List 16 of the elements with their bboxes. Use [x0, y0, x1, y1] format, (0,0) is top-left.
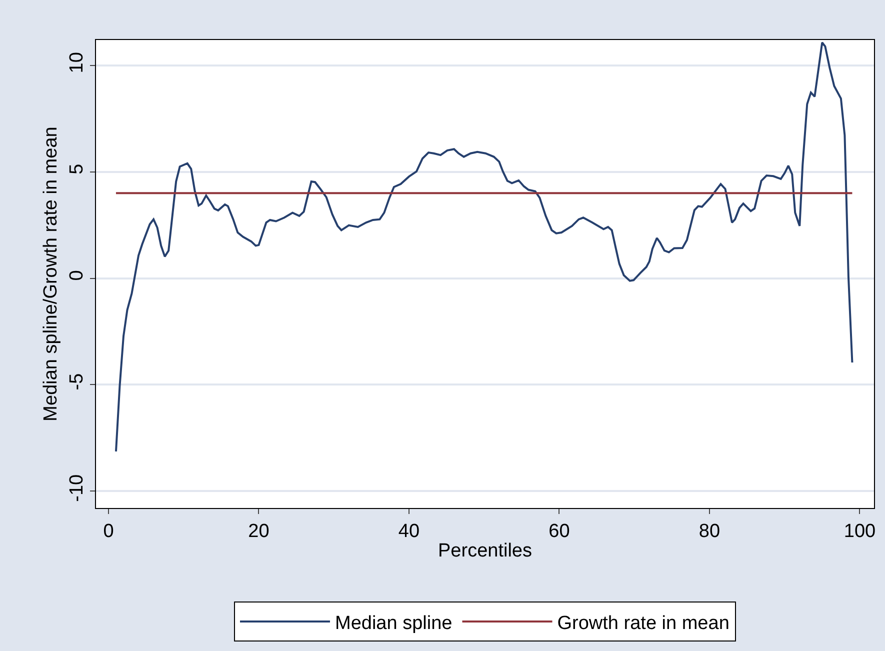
- x-tick-label: 80: [698, 520, 720, 542]
- x-axis-title: Percentiles: [438, 540, 532, 562]
- x-tick-label: 0: [103, 520, 114, 542]
- y-tick-label: 0: [66, 270, 88, 281]
- legend-label: Growth rate in mean: [557, 612, 730, 634]
- line-series: [114, 42, 854, 452]
- x-tick-label: 100: [844, 520, 876, 542]
- y-tick-label: 5: [66, 164, 88, 174]
- x-tick-label: 20: [248, 520, 270, 542]
- x-tick-label: 40: [398, 520, 420, 542]
- x-tick-label: 60: [548, 520, 570, 542]
- legend-label: Median spline: [335, 612, 452, 634]
- y-axis-title: Median spline/Growth rate in mean: [40, 126, 62, 422]
- y-tick-label: 10: [66, 52, 88, 74]
- y-tick-label: -10: [66, 474, 88, 502]
- y-tick-label: -5: [66, 373, 88, 390]
